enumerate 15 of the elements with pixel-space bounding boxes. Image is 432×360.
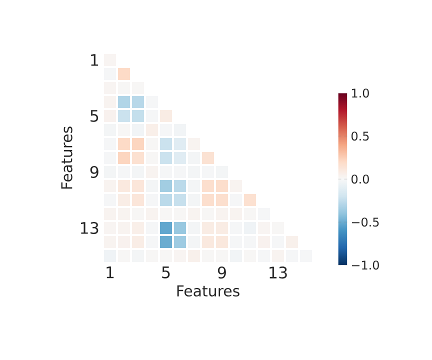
- color-bar-label: 0.0: [352, 174, 369, 184]
- y-tick-label: 5: [90, 110, 98, 122]
- x-tick-label: 9: [218, 266, 226, 279]
- x-tick-label: 1: [106, 266, 114, 278]
- y-tick-label: 13: [80, 222, 98, 234]
- x-axis-title: Features: [177, 285, 240, 297]
- y-axis-title: Features: [61, 126, 72, 189]
- x-tick-label: 5: [162, 266, 170, 278]
- x-tick-label: 13: [270, 266, 287, 279]
- color-bar-label: −0.5: [352, 218, 379, 227]
- color-bar-label: 0.5: [352, 132, 369, 141]
- color-bar-label: 1.0: [352, 88, 369, 98]
- y-tick-label: 9: [90, 166, 98, 178]
- color-bar-label: −1.0: [352, 260, 379, 270]
- y-tick-label: 1: [91, 54, 98, 66]
